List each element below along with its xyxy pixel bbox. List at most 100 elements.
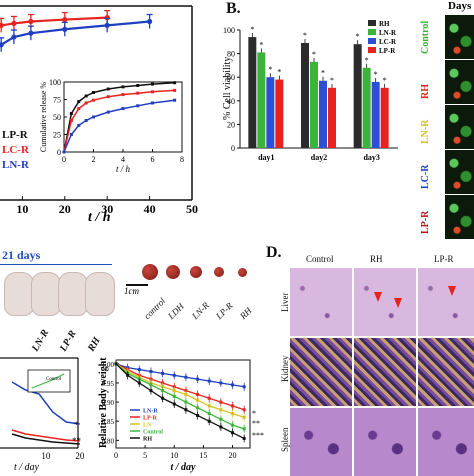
bar-sig: * bbox=[268, 65, 272, 74]
inset-point bbox=[69, 112, 73, 115]
tick-label-x: 15 bbox=[199, 451, 207, 460]
histology-image-spleen-lp-r bbox=[418, 408, 474, 476]
data-point bbox=[184, 408, 188, 412]
organ-label: RH bbox=[238, 305, 254, 322]
legend-label-RH: RH bbox=[143, 437, 152, 443]
scale-label: 1cm bbox=[124, 286, 139, 296]
series-line-LN-R bbox=[115, 363, 245, 388]
tick-label-x: 50 bbox=[186, 202, 198, 216]
series-line-RH bbox=[115, 363, 245, 440]
data-point bbox=[28, 30, 34, 36]
histology-image-liver-lp-r bbox=[418, 268, 474, 336]
bar-LC-R-day3 bbox=[371, 81, 380, 148]
data-point bbox=[231, 404, 235, 408]
series-line bbox=[11, 381, 80, 425]
data-point bbox=[207, 419, 211, 423]
histology-grid: Control RH LP-R Liver Kidney Spleen bbox=[280, 254, 474, 476]
data-point bbox=[28, 18, 34, 25]
legend-lc-r: LC-R bbox=[2, 144, 29, 156]
bar-sig: * bbox=[365, 56, 369, 65]
data-point bbox=[137, 381, 141, 385]
inset-point bbox=[106, 95, 110, 99]
inset-frame bbox=[63, 81, 183, 153]
data-point bbox=[149, 383, 153, 387]
microscopy-label-rh: RH bbox=[420, 84, 431, 99]
organ-label: LP-R bbox=[214, 300, 235, 322]
inset-tick-label-x: 4 bbox=[121, 155, 125, 164]
histology-image-kidney-lp-r bbox=[418, 338, 474, 406]
sig-mark: *** bbox=[252, 431, 264, 440]
xlabel: t / day bbox=[14, 462, 40, 473]
inset-point bbox=[173, 98, 177, 102]
inset-point bbox=[77, 107, 81, 111]
mouse-label: LP-R bbox=[58, 328, 79, 354]
bar-sig: * bbox=[277, 68, 281, 77]
panel-b-ylabel: % Cell viability bbox=[222, 56, 233, 120]
histology-image-liver-control bbox=[290, 268, 352, 336]
inset-point bbox=[77, 100, 81, 104]
category-label: day2 bbox=[311, 153, 327, 162]
bar-sig: * bbox=[321, 69, 325, 78]
mouse-photo bbox=[85, 272, 115, 316]
sig-mark: * bbox=[74, 420, 79, 430]
bar-LP-R-day1 bbox=[275, 79, 284, 148]
tick-label-y: 0 bbox=[231, 144, 235, 153]
microscopy-row-labels: Control RH LN-R LC-R LP-R bbox=[412, 14, 442, 240]
tick-label-x: 5 bbox=[143, 451, 147, 460]
microscopy-image-control bbox=[444, 14, 474, 60]
inset-tick-label-y: 25 bbox=[53, 131, 61, 140]
organ-photo bbox=[238, 267, 247, 277]
organ-photo bbox=[190, 266, 202, 278]
inset-tick-label-x: 0 bbox=[62, 155, 66, 164]
panel-a-xlabel: t / h bbox=[88, 210, 111, 225]
histology-row-label-liver: Liver bbox=[280, 292, 290, 313]
bar-sig: * bbox=[259, 40, 263, 49]
data-point bbox=[172, 373, 176, 377]
tick-label-y: 20 bbox=[227, 120, 235, 129]
data-point bbox=[231, 412, 235, 416]
legend-label-LC-R: LC-R bbox=[379, 38, 397, 46]
data-point bbox=[184, 392, 188, 396]
inset-tick-label-x: 2 bbox=[92, 155, 96, 164]
bar-sig: * bbox=[330, 76, 334, 85]
data-point bbox=[161, 371, 165, 375]
tick-label-x: 10 bbox=[41, 451, 51, 461]
tick-label-y: 80 bbox=[227, 50, 235, 59]
bar-LP-R-day2 bbox=[328, 87, 336, 148]
tick-label-x: 10 bbox=[170, 451, 178, 460]
microscopy-image-lp-r bbox=[444, 194, 474, 240]
data-point bbox=[172, 394, 176, 398]
inset-point bbox=[136, 91, 140, 95]
bar-LP-R-day3 bbox=[380, 87, 389, 148]
panel-a-legend: LP-R LC-R LN-R bbox=[2, 128, 29, 173]
inset-series-red bbox=[63, 89, 175, 153]
tick-label-x: 30 bbox=[101, 202, 113, 216]
data-point bbox=[126, 373, 130, 377]
legend-lp-r: LP-R bbox=[2, 129, 28, 141]
histology-image-spleen-control bbox=[290, 408, 352, 476]
legend-swatch-LN-R bbox=[368, 29, 376, 35]
data-point bbox=[242, 415, 246, 419]
tick-label-y: 0.90 bbox=[102, 399, 115, 407]
tick-label-y: 0.80 bbox=[102, 437, 115, 445]
inset-point bbox=[151, 90, 154, 94]
data-point bbox=[161, 396, 165, 400]
data-point bbox=[231, 423, 235, 427]
inset-point bbox=[77, 123, 81, 127]
inset-point bbox=[173, 88, 177, 92]
legend-label-LP-R: LP-R bbox=[143, 416, 158, 422]
data-point bbox=[147, 18, 153, 25]
data-point bbox=[11, 34, 17, 40]
category-label: day1 bbox=[258, 153, 274, 162]
bar-LC-R-day1 bbox=[266, 77, 275, 148]
inset-point bbox=[121, 107, 125, 111]
sig-mark: * bbox=[252, 409, 256, 418]
tick-label-x: 40 bbox=[144, 202, 156, 216]
histology-image-spleen-rh bbox=[354, 408, 416, 476]
inset-tick-label-y: 0 bbox=[57, 148, 61, 157]
legend-label-LN: LN bbox=[143, 423, 152, 429]
inset-point bbox=[106, 110, 110, 114]
tick-label-y: 0.95 bbox=[102, 380, 115, 388]
histology-image-liver-rh bbox=[354, 268, 416, 336]
